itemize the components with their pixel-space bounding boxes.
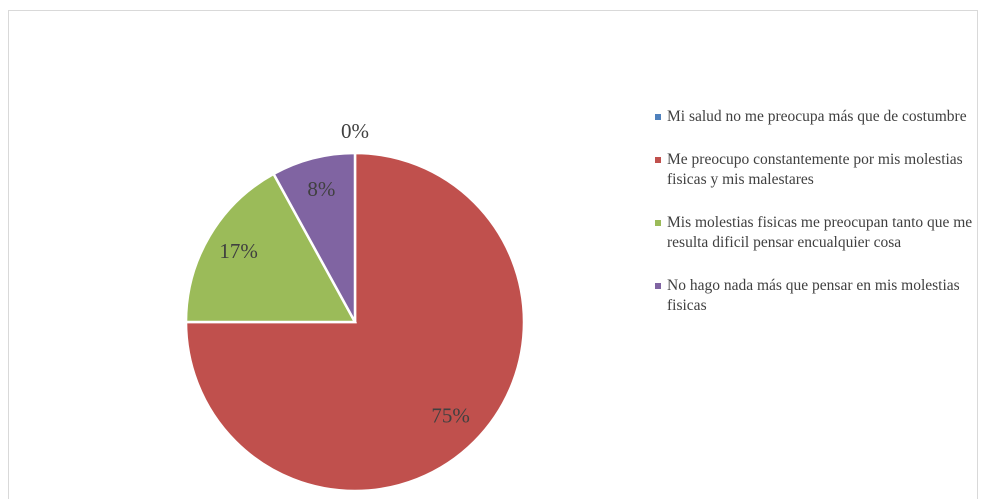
chart-frame [8, 10, 978, 499]
data-label: 0% [341, 119, 369, 143]
data-label: 75% [431, 403, 470, 427]
legend-item: Mi salud no me preocupa más que de costu… [655, 107, 975, 127]
legend-item: Me preocupo constantemente por mis moles… [655, 150, 975, 190]
pie-slice [271, 151, 357, 323]
legend-label: Me preocupo constantemente por mis moles… [667, 151, 963, 188]
legend-item: Mis molestias fisicas me preocupan tanto… [655, 213, 975, 253]
pie-slice [184, 151, 526, 493]
legend-label: No hago nada más que pensar en mis moles… [667, 277, 960, 314]
data-label: 17% [219, 239, 258, 263]
legend-swatch [655, 283, 661, 289]
pie-slice [184, 172, 358, 324]
legend-label: Mi salud no me preocupa más que de costu… [667, 108, 967, 125]
legend-swatch [655, 157, 661, 163]
legend-label: Mis molestias fisicas me preocupan tanto… [667, 214, 973, 251]
legend-swatch [655, 114, 661, 120]
legend: Mi salud no me preocupa más que de costu… [655, 107, 975, 339]
data-label: 8% [307, 177, 335, 201]
legend-item: No hago nada más que pensar en mis moles… [655, 276, 975, 316]
legend-swatch [655, 220, 661, 226]
